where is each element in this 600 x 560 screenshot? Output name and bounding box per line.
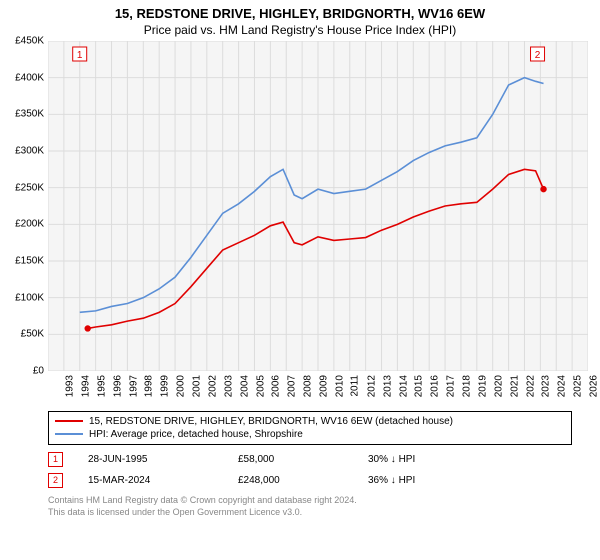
y-axis-label: £200K — [0, 219, 44, 230]
x-axis-label: 2026 — [588, 375, 599, 397]
y-axis-label: £300K — [0, 146, 44, 157]
x-axis-label: 1995 — [96, 375, 107, 397]
x-axis-label: 2022 — [525, 375, 536, 397]
x-axis-label: 2016 — [430, 375, 441, 397]
x-axis-label: 2021 — [509, 375, 520, 397]
footer-line2: This data is licensed under the Open Gov… — [48, 507, 572, 519]
x-axis-label: 2011 — [349, 375, 360, 397]
x-axis-label: 2012 — [366, 375, 377, 397]
x-axis-label: 2025 — [572, 375, 583, 397]
y-axis-label: £350K — [0, 109, 44, 120]
keypoint-diff: 30% ↓ HPI — [368, 449, 572, 470]
keypoint-price: £58,000 — [238, 449, 368, 470]
legend-label: 15, REDSTONE DRIVE, HIGHLEY, BRIDGNORTH,… — [89, 416, 453, 427]
chart-title: 15, REDSTONE DRIVE, HIGHLEY, BRIDGNORTH,… — [0, 0, 600, 21]
keypoint-marker: 1 — [48, 452, 63, 467]
chart-subtitle: Price paid vs. HM Land Registry's House … — [0, 21, 600, 41]
x-axis-label: 2014 — [398, 375, 409, 397]
svg-text:2: 2 — [535, 50, 541, 61]
chart-area: £0£50K£100K£150K£200K£250K£300K£350K£400… — [48, 41, 588, 407]
legend: 15, REDSTONE DRIVE, HIGHLEY, BRIDGNORTH,… — [48, 411, 572, 445]
x-axis-label: 2001 — [191, 375, 202, 397]
legend-swatch — [55, 433, 83, 435]
x-axis-label: 1997 — [128, 375, 139, 397]
x-axis-label: 2015 — [414, 375, 425, 397]
x-axis-label: 2000 — [175, 375, 186, 397]
x-axis-label: 2020 — [493, 375, 504, 397]
svg-text:1: 1 — [77, 50, 83, 61]
x-axis-label: 2024 — [557, 375, 568, 397]
y-axis-label: £100K — [0, 292, 44, 303]
x-axis-label: 2006 — [271, 375, 282, 397]
x-axis-label: 2004 — [239, 375, 250, 397]
x-axis-label: 2017 — [445, 375, 456, 397]
legend-row: 15, REDSTONE DRIVE, HIGHLEY, BRIDGNORTH,… — [55, 415, 565, 428]
y-axis-label: £450K — [0, 36, 44, 47]
x-axis-label: 2008 — [302, 375, 313, 397]
keypoint-row: 1 28-JUN-1995£58,00030% ↓ HPI — [48, 449, 572, 470]
y-axis-label: £400K — [0, 72, 44, 83]
y-axis-label: £0 — [0, 366, 44, 377]
x-axis-label: 1999 — [160, 375, 171, 397]
x-axis-label: 2003 — [223, 375, 234, 397]
keypoint-marker: 2 — [48, 473, 63, 488]
line-chart: 12 — [48, 41, 588, 371]
x-axis-label: 1993 — [64, 375, 75, 397]
legend-row: HPI: Average price, detached house, Shro… — [55, 428, 565, 441]
x-axis-label: 1994 — [80, 375, 91, 397]
x-axis-label: 1996 — [112, 375, 123, 397]
x-axis-label: 2009 — [318, 375, 329, 397]
keypoint-date: 28-JUN-1995 — [88, 449, 238, 470]
x-axis-label: 2018 — [461, 375, 472, 397]
x-axis-label: 2023 — [541, 375, 552, 397]
y-axis-label: £50K — [0, 329, 44, 340]
legend-label: HPI: Average price, detached house, Shro… — [89, 429, 303, 440]
footer-line1: Contains HM Land Registry data © Crown c… — [48, 495, 572, 507]
x-axis-label: 2002 — [207, 375, 218, 397]
x-axis-label: 2019 — [477, 375, 488, 397]
y-axis-label: £250K — [0, 182, 44, 193]
footer: Contains HM Land Registry data © Crown c… — [48, 495, 572, 518]
keypoint-price: £248,000 — [238, 470, 368, 491]
y-axis-label: £150K — [0, 256, 44, 267]
keypoint-date: 15-MAR-2024 — [88, 470, 238, 491]
legend-swatch — [55, 420, 83, 422]
x-axis-label: 2010 — [334, 375, 345, 397]
x-axis-label: 1998 — [144, 375, 155, 397]
keypoint-row: 2 15-MAR-2024£248,00036% ↓ HPI — [48, 470, 572, 491]
x-axis-label: 2005 — [255, 375, 266, 397]
x-axis-label: 2013 — [382, 375, 393, 397]
keypoint-diff: 36% ↓ HPI — [368, 470, 572, 491]
keypoints-table: 1 28-JUN-1995£58,00030% ↓ HPI 2 15-MAR-2024… — [48, 449, 572, 491]
x-axis-label: 2007 — [287, 375, 298, 397]
